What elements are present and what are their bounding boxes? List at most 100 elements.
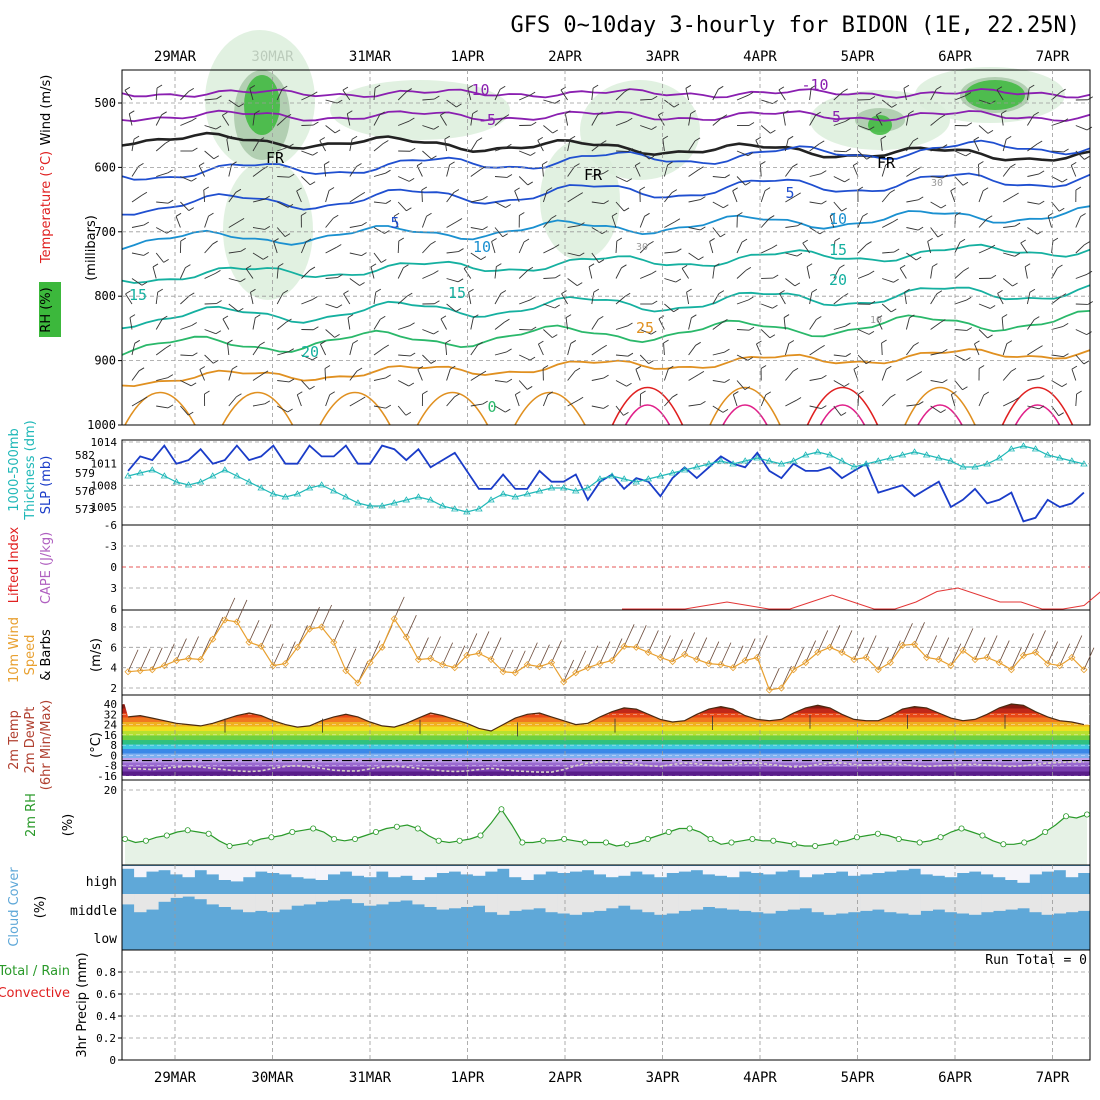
wind-barb-flag xyxy=(334,129,341,134)
wind-barb-flag xyxy=(597,111,603,116)
wind-barb xyxy=(373,292,377,305)
wind-barb-flag xyxy=(333,214,339,219)
wind-barb-flag xyxy=(514,187,520,192)
wind-speed-marker xyxy=(923,653,931,662)
wind-barb xyxy=(397,201,407,212)
wind-barb xyxy=(681,268,689,279)
wind-barb xyxy=(567,195,579,203)
wind-barb-flag xyxy=(406,88,412,92)
bottom-date-axis: 29MAR 30MAR 31MAR 1APR 2APR 3APR 4APR 5APR 6APR 7… xyxy=(154,1070,1070,1086)
wind-barb-flag xyxy=(732,187,738,192)
wind-barb xyxy=(252,317,256,330)
wind-barb-flag xyxy=(309,266,316,271)
wind-barb-flag xyxy=(651,270,657,275)
wind-barb xyxy=(1003,225,1016,228)
wind-barb xyxy=(881,221,894,228)
wind-barb-10m xyxy=(478,631,490,654)
cloud-high-gap xyxy=(666,866,679,873)
wind-barb-flag xyxy=(819,230,825,235)
wind-barb-flag xyxy=(1037,345,1043,350)
cloud-middle-gap xyxy=(956,894,970,914)
wind-barb xyxy=(927,241,932,254)
wind-barb-flag xyxy=(718,290,725,295)
wind-barb xyxy=(519,94,531,101)
date-label-top: 7APR xyxy=(1036,49,1070,65)
contour-label: 15 xyxy=(129,286,147,304)
wind-barb-flag xyxy=(405,411,412,416)
isotherm-line xyxy=(121,205,1091,250)
wind-barb-flag xyxy=(747,91,754,96)
wind-barb xyxy=(1002,343,1008,356)
wind-speed-marker xyxy=(136,667,144,675)
cloud-middle-gap xyxy=(799,894,812,909)
wind-barb xyxy=(857,150,868,160)
wind-barb xyxy=(688,140,696,152)
wind-barb xyxy=(778,89,786,101)
wind-barb-10m xyxy=(272,643,284,666)
wind-barb-flag xyxy=(500,290,507,294)
thickness-marker xyxy=(1068,457,1076,464)
cloud-row-label: high xyxy=(86,875,117,890)
wind-barb xyxy=(203,189,206,203)
wind-barb-flag xyxy=(869,300,876,305)
wind-barb-flag xyxy=(756,340,762,345)
contour-label: 15 xyxy=(829,241,847,259)
wind-barb-10m xyxy=(829,625,841,648)
wind-barb-flag xyxy=(216,300,222,304)
wind-barb-10m xyxy=(514,650,526,673)
cloud-high-gap xyxy=(787,866,800,871)
wind-barb-flag xyxy=(1038,200,1045,205)
wind-barb-flag xyxy=(553,244,560,249)
wind-barb-flag xyxy=(213,359,219,364)
wind-barb xyxy=(349,343,354,356)
cloud-middle-gap xyxy=(690,894,704,910)
wind-barb xyxy=(397,240,400,254)
wind-barb-flag xyxy=(422,390,428,395)
cloud-middle-gap xyxy=(1029,894,1042,913)
temperature-color-band xyxy=(122,744,1090,749)
wind-barb-flag xyxy=(530,121,537,126)
cloud-middle-gap xyxy=(606,894,619,909)
wind-barb xyxy=(204,98,217,101)
wind-barb-flag xyxy=(673,103,680,108)
wind-barb-flag xyxy=(134,339,140,344)
wind-barb xyxy=(615,405,624,416)
wind-barb-10m xyxy=(587,645,599,668)
wind-barb-flag xyxy=(842,88,848,93)
wind-barb-flag xyxy=(748,326,755,331)
wind-barb-flag xyxy=(810,84,817,89)
wind-barb-flag xyxy=(385,200,392,204)
wind-barb-flag xyxy=(408,382,415,387)
cloud-middle-gap xyxy=(896,894,909,914)
wind-barb xyxy=(1020,242,1028,254)
wind-barb xyxy=(1070,165,1077,177)
wind-barb xyxy=(519,299,531,305)
wind-barb-flag xyxy=(720,233,726,238)
precip-tick-label: 0.4 xyxy=(96,1010,116,1023)
cloud-high-gap xyxy=(884,866,897,872)
wind-barb xyxy=(277,351,289,356)
wind-barb xyxy=(180,91,190,101)
wind-barb xyxy=(397,405,407,416)
wind-barb-flag xyxy=(204,390,210,395)
wind-barb xyxy=(494,89,501,101)
wind-barb xyxy=(252,113,256,126)
wind-barb xyxy=(973,139,980,152)
cloud-high-gap xyxy=(1041,866,1054,872)
wind-barb-flag xyxy=(312,356,318,361)
cloud-high-gap xyxy=(557,866,570,873)
wind-speed-marker xyxy=(971,655,979,664)
cloud-high-gap xyxy=(134,866,147,878)
wind-barb-flag xyxy=(885,161,891,166)
wind-barb xyxy=(470,252,482,260)
rh-shading xyxy=(330,80,510,140)
wind-barb-flag xyxy=(811,288,818,293)
slp-title: SLP (mb) xyxy=(39,456,54,515)
wind-barb-flag xyxy=(496,263,502,267)
temperature-legend-label: Temperature (°C) xyxy=(39,151,54,264)
thickness-marker xyxy=(717,457,725,464)
rh-marker xyxy=(1042,829,1049,836)
contour-label: -5 xyxy=(823,108,841,126)
cloud-high-gap xyxy=(1029,866,1042,875)
